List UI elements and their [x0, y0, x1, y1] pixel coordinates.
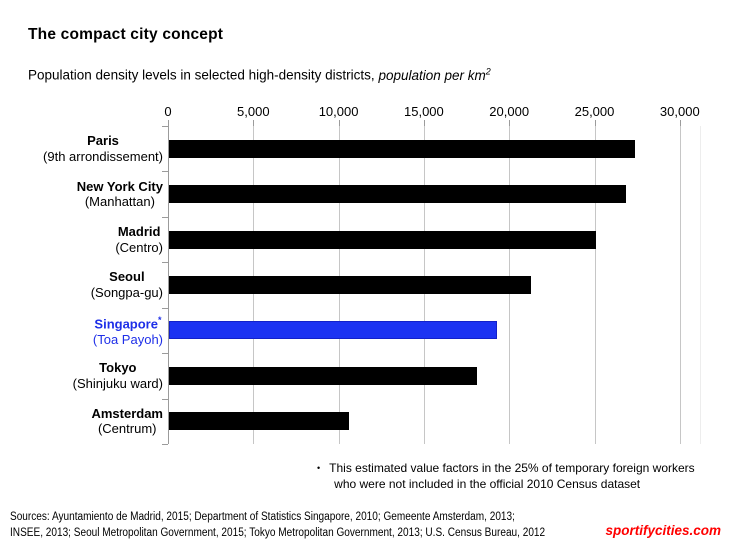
- category-axis-tick: [162, 262, 168, 264]
- category-label-new-york-city: New York City (Manhattan): [77, 171, 163, 216]
- axis-tick-label: 15,000: [404, 104, 444, 119]
- category-district: (Toa Payoh): [92, 332, 163, 348]
- value-axis-tick: [338, 120, 340, 126]
- gridline: [679, 126, 681, 444]
- category-label-amsterdam: Amsterdam (Centrum): [91, 399, 163, 444]
- sources-line-1: Sources: Ayuntamiento de Madrid, 2015; D…: [10, 511, 515, 523]
- footnote-line-2: who were not included in the official 20…: [334, 477, 641, 491]
- category-city: Paris: [87, 133, 119, 149]
- value-axis-tick: [679, 120, 681, 126]
- subtitle-italic: population per km2: [378, 66, 491, 83]
- category-district: (Manhattan): [84, 194, 155, 210]
- bar-paris: [169, 139, 635, 158]
- category-axis-tick: [162, 171, 168, 173]
- category-district: (9th arrondissement): [43, 148, 163, 164]
- category-district: (Shinjuku ward): [72, 375, 163, 391]
- category-axis-line: [168, 125, 169, 444]
- category-label-seoul: Seoul (Songpa-gu): [91, 262, 163, 307]
- category-city: Singapore*: [94, 315, 162, 332]
- subtitle-regular: Population density levels in selected hi…: [28, 67, 379, 83]
- category-city: Seoul: [109, 269, 145, 285]
- axis-tick-label: 30,000: [659, 104, 700, 119]
- subtitle-superscript: 2: [485, 66, 491, 76]
- bar-new-york-city: [169, 185, 627, 204]
- axis-tick-label: 20,000: [489, 104, 530, 119]
- category-city: New York City: [76, 178, 163, 194]
- bar-madrid: [169, 230, 596, 249]
- bar-seoul: [169, 276, 531, 294]
- footnote-line-1: This estimated value factors in the 25% …: [329, 461, 695, 475]
- category-district: (Songpa-gu): [90, 284, 163, 300]
- brand-link[interactable]: sportifycities.com: [605, 523, 721, 538]
- footnote-marker-asterisk: *: [157, 315, 162, 326]
- category-axis-tick: [162, 444, 168, 445]
- category-label-tokyo: Tokyo (Shinjuku ward): [73, 353, 163, 398]
- chart-subtitle: Population density levels in selected hi…: [28, 66, 491, 83]
- category-label-singapore: Singapore* (Toa Payoh): [93, 308, 163, 353]
- value-axis-tick: [423, 120, 425, 126]
- category-district: (Centro): [115, 239, 163, 255]
- value-axis-tick: [168, 120, 169, 126]
- category-label-paris: Paris (9th arrondissement): [43, 126, 163, 171]
- footnote: • This estimated value factors in the 25…: [317, 460, 695, 492]
- axis-tick-label: 5,000: [237, 104, 270, 119]
- category-axis-tick: [162, 307, 168, 309]
- value-axis-tick: [509, 120, 511, 126]
- axis-tick-label: 10,000: [318, 104, 359, 119]
- category-axis-tick: [162, 398, 168, 400]
- sources: Sources: Ayuntamiento de Madrid, 2015; D…: [10, 509, 545, 541]
- plot-area: [162, 120, 701, 445]
- bar-tokyo: [169, 366, 477, 385]
- value-axis-tick: [594, 120, 596, 126]
- category-axis-tick: [162, 216, 168, 218]
- category-district: (Centrum): [97, 421, 157, 437]
- axis-tick-label: 0: [164, 104, 172, 119]
- category-axis-tick: [162, 126, 168, 127]
- category-city: Madrid: [117, 224, 161, 240]
- footnote-bullet-icon: •: [317, 463, 321, 473]
- bar-amsterdam: [169, 412, 349, 431]
- bar-singapore: [169, 321, 497, 340]
- category-label-madrid: Madrid (Centro): [115, 217, 163, 262]
- footnote-text: This estimated value factors in the 25% …: [329, 460, 695, 492]
- gridline: [594, 126, 596, 444]
- category-axis-tick: [162, 353, 168, 355]
- category-city: Tokyo: [99, 360, 137, 376]
- page-title: The compact city concept: [28, 26, 224, 43]
- axis-tick-label: 25,000: [574, 104, 615, 119]
- category-city: Amsterdam: [91, 405, 163, 421]
- sources-line-2: INSEE, 2013; Seoul Metropolitan Governme…: [10, 527, 546, 539]
- value-axis-tick: [253, 120, 255, 126]
